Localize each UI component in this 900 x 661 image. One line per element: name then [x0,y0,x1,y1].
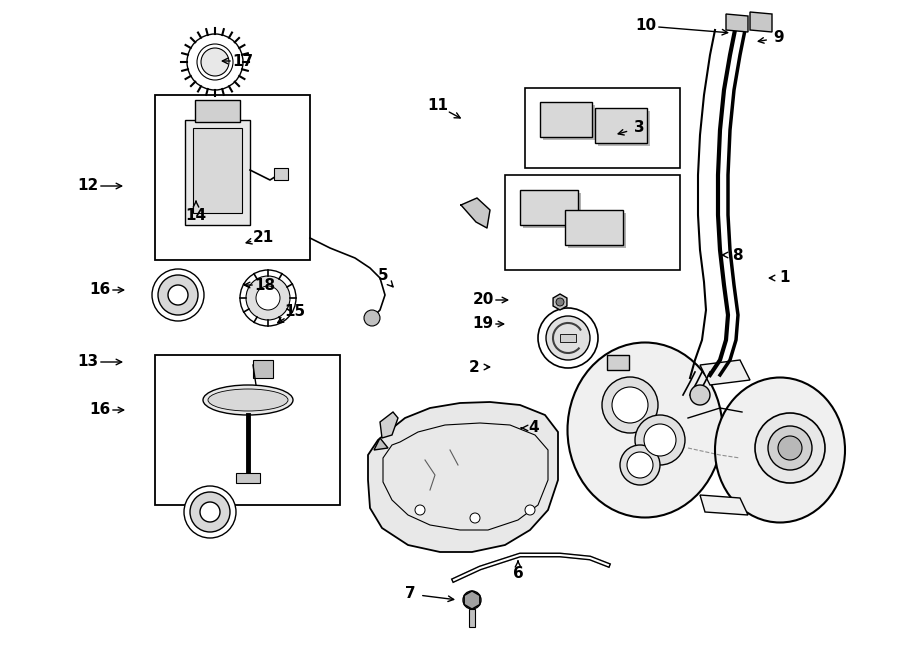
Bar [543,105,595,140]
Circle shape [256,286,280,310]
Bar [540,102,592,137]
Circle shape [602,377,658,433]
Polygon shape [750,12,772,32]
Circle shape [635,415,685,465]
Circle shape [470,513,480,523]
Polygon shape [368,402,558,552]
Text: 5: 5 [378,268,388,284]
Bar [598,111,650,146]
Circle shape [201,48,229,76]
Bar [195,100,240,122]
Bar [595,108,647,143]
Ellipse shape [568,342,723,518]
Text: 8: 8 [732,247,742,262]
Bar [607,355,629,370]
Bar [155,355,340,505]
Circle shape [200,502,220,522]
Text: 14: 14 [185,208,207,223]
Polygon shape [464,591,480,609]
Circle shape [190,492,230,532]
Text: 17: 17 [232,54,254,69]
Circle shape [546,316,590,360]
Bar [236,473,260,483]
Circle shape [768,426,812,470]
Polygon shape [461,198,490,228]
Text: 19: 19 [472,317,493,332]
Bar [253,360,273,378]
Circle shape [246,276,290,320]
Polygon shape [700,360,750,385]
Bar [560,334,576,342]
Circle shape [556,298,564,306]
Ellipse shape [208,389,288,411]
Circle shape [463,591,481,609]
Bar [505,175,680,270]
Polygon shape [554,294,567,310]
Text: 15: 15 [284,305,306,319]
Text: 18: 18 [255,278,275,293]
Circle shape [612,387,648,423]
Ellipse shape [203,385,293,415]
Text: 1: 1 [779,270,790,286]
Bar [155,95,310,260]
Bar [565,210,623,245]
Bar [193,128,242,213]
Circle shape [197,44,233,80]
Circle shape [778,436,802,460]
Text: 16: 16 [89,403,111,418]
Bar [185,120,250,225]
Text: 21: 21 [252,231,274,245]
Circle shape [620,445,660,485]
Text: 4: 4 [528,420,539,436]
Text: 16: 16 [89,282,111,297]
Ellipse shape [715,377,845,522]
Circle shape [525,505,535,515]
Text: 10: 10 [635,19,657,34]
Circle shape [627,452,653,478]
Text: 3: 3 [634,120,644,136]
Bar [520,190,578,225]
Text: 7: 7 [405,586,415,602]
Circle shape [364,310,380,326]
Circle shape [240,270,296,326]
Circle shape [690,385,710,405]
Text: 12: 12 [77,178,99,194]
Polygon shape [374,438,388,450]
Bar [568,213,626,248]
Circle shape [538,308,598,368]
Circle shape [184,486,236,538]
Bar [523,193,581,228]
Circle shape [415,505,425,515]
Text: 13: 13 [77,354,99,369]
Circle shape [644,424,676,456]
Text: 9: 9 [774,30,784,46]
Text: 2: 2 [469,360,480,375]
Polygon shape [380,412,398,438]
Bar [525,88,680,168]
Polygon shape [726,14,748,32]
Circle shape [755,413,825,483]
Bar [469,609,475,627]
Text: 6: 6 [513,566,524,582]
Circle shape [158,275,198,315]
Circle shape [152,269,204,321]
Text: 11: 11 [428,98,448,114]
Polygon shape [700,495,748,515]
Bar [274,168,288,180]
Text: 20: 20 [472,293,494,307]
Circle shape [168,285,188,305]
